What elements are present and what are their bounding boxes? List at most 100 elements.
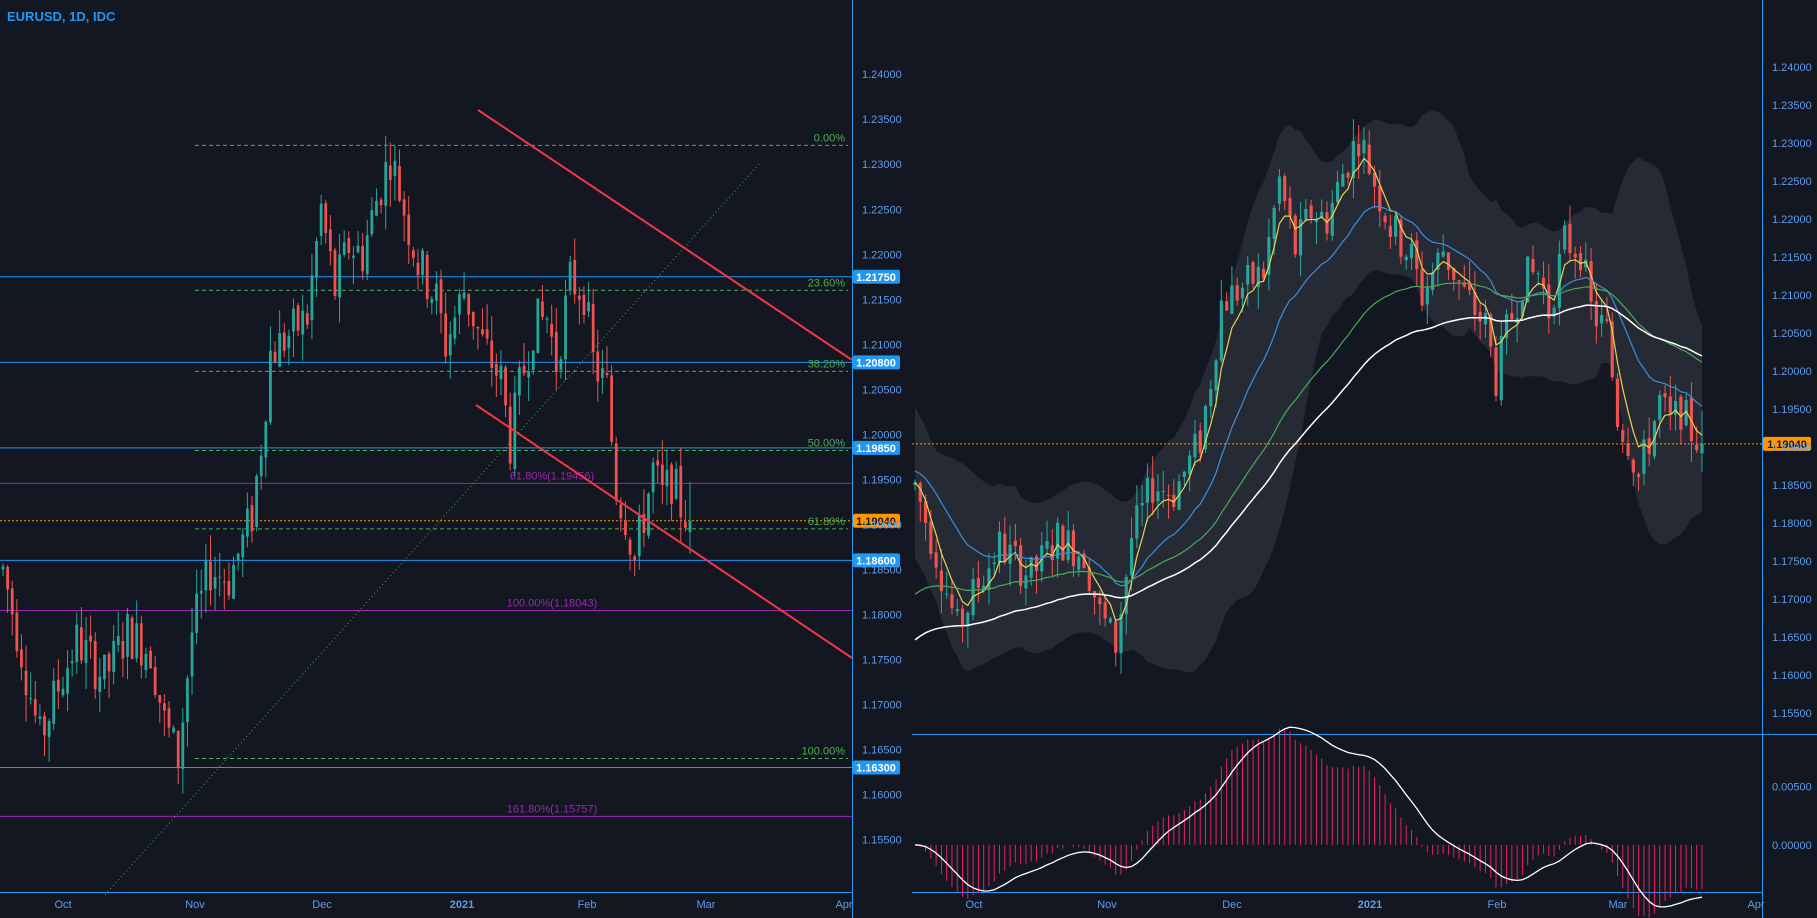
candle-body <box>241 534 245 558</box>
chart-title: EURUSD, 1D, IDC <box>7 9 116 24</box>
candle-body <box>1256 266 1260 287</box>
fib-retracement-label: 0.00% <box>814 132 845 144</box>
candle-body <box>1547 284 1551 319</box>
candle-body <box>1394 215 1398 237</box>
candle-body <box>684 521 687 528</box>
candle-body <box>1246 264 1250 285</box>
candle-body <box>918 482 922 502</box>
level-tag-bg <box>853 269 900 284</box>
candle-body <box>416 262 420 276</box>
price-tick-label: 1.17500 <box>862 654 902 666</box>
candle-body <box>98 676 102 693</box>
candle-body <box>1642 439 1646 474</box>
candle-body <box>1626 443 1630 456</box>
price-tick-label: 1.15500 <box>862 834 902 846</box>
candle-body <box>499 365 503 380</box>
candle-body <box>1415 240 1419 269</box>
candle-body <box>1309 205 1313 218</box>
candle-body <box>310 275 314 321</box>
candle-body <box>361 246 365 272</box>
candle-body <box>1304 208 1308 220</box>
candle-body <box>1446 252 1451 270</box>
time-tick-label: 2021 <box>1358 899 1382 911</box>
candle-body <box>665 469 669 487</box>
candle-body <box>577 295 581 300</box>
candle-body <box>292 308 295 332</box>
candle-body <box>356 245 360 253</box>
candle-body <box>430 298 434 304</box>
candle-body <box>1034 556 1039 571</box>
candle-body <box>651 462 655 493</box>
price-tick-label: 1.24000 <box>862 69 902 81</box>
candle-body <box>84 640 88 663</box>
candle-body <box>1182 471 1186 478</box>
candle-body <box>1483 313 1488 325</box>
candle-body <box>287 335 291 349</box>
candle-body <box>232 565 235 599</box>
candle-body <box>1557 253 1561 308</box>
candle-body <box>1225 301 1229 311</box>
candle-body <box>1573 253 1577 258</box>
price-tick-label: 1.22000 <box>1772 214 1812 226</box>
price-tick-label: 1.18500 <box>1772 480 1812 492</box>
level-tag: 1.16300 <box>856 762 896 774</box>
price-tick-label: 1.18000 <box>862 609 902 621</box>
candle-body <box>1298 219 1303 256</box>
candle-body <box>103 654 106 680</box>
candle-body <box>1050 545 1054 561</box>
ema-fast-line <box>914 157 1703 622</box>
ema-slow-line <box>914 282 1703 595</box>
bollinger-band-fill <box>915 110 1702 673</box>
candle-body <box>1425 286 1429 305</box>
candle-body <box>1499 335 1503 401</box>
candle-body <box>75 624 79 663</box>
candle-body <box>116 635 120 646</box>
candle-body <box>1203 406 1208 450</box>
candle-body <box>688 520 692 532</box>
candle-body <box>255 475 258 528</box>
candle-body <box>605 373 609 376</box>
candle-body <box>1071 530 1076 566</box>
candle-body <box>1631 459 1635 473</box>
candle-body <box>61 688 65 696</box>
candle-body <box>365 235 369 275</box>
candle-body <box>130 617 134 659</box>
price-tick-label: 1.19500 <box>862 474 902 486</box>
candle-body <box>227 580 231 596</box>
candle-body <box>1436 252 1440 270</box>
candle-body <box>1468 282 1472 291</box>
candle-body <box>1087 567 1091 591</box>
candle-body <box>1219 300 1223 361</box>
candle-body <box>1198 430 1202 453</box>
candle-body <box>269 350 272 423</box>
candle-body <box>393 160 397 177</box>
candle-body <box>411 250 415 258</box>
candle-body <box>1526 256 1530 303</box>
candle-body <box>1409 243 1414 259</box>
candle-body <box>929 521 933 554</box>
candle-body <box>375 200 378 216</box>
candle-body <box>1082 553 1086 569</box>
candle-body <box>955 608 959 612</box>
candle-body <box>976 578 980 588</box>
candle-body <box>1209 389 1213 407</box>
candle-body <box>1452 267 1456 280</box>
candle-body <box>1114 621 1118 653</box>
level-tag-bg <box>853 440 900 455</box>
candle-body <box>1124 576 1128 614</box>
candle-body <box>70 661 74 664</box>
candle-body <box>490 340 494 368</box>
candle-body <box>1457 280 1461 282</box>
candle-body <box>591 303 595 353</box>
candle-body <box>448 334 452 356</box>
price-tick-label: 1.20500 <box>1772 328 1812 340</box>
candle-body <box>149 650 152 669</box>
price-tick-label: 1.19000 <box>862 519 902 531</box>
candle-body <box>324 203 328 233</box>
candle-body <box>264 421 268 458</box>
candle-body <box>1372 172 1377 187</box>
price-tick-label: 1.19500 <box>1772 404 1812 416</box>
candle-body <box>950 594 954 609</box>
price-tick-label: 1.18000 <box>1772 518 1812 530</box>
